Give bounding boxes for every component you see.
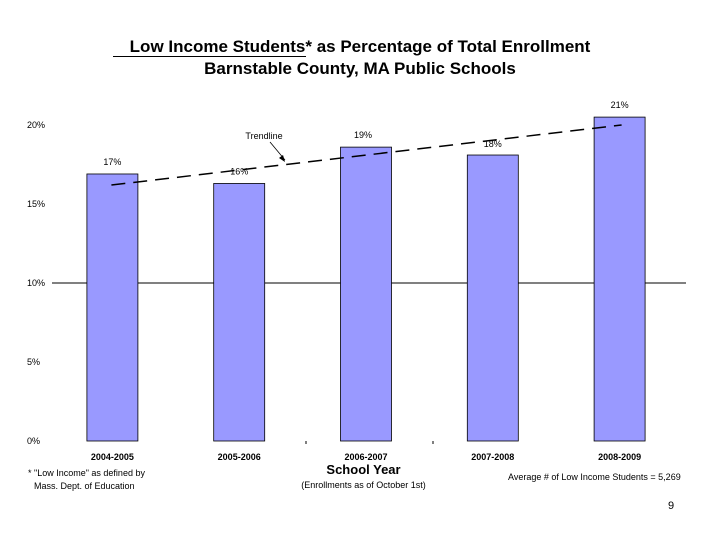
x-axis-title: School Year	[326, 462, 401, 477]
average-note: Average # of Low Income Students = 5,269	[508, 472, 681, 482]
trendline	[111, 124, 622, 186]
x-tick-label: 2005-2006	[218, 452, 261, 462]
data-label: 19%	[354, 130, 372, 140]
chart-subtitle: Barnstable County, MA Public Schools	[204, 59, 516, 78]
page-number: 9	[668, 500, 675, 512]
data-label: 17%	[103, 157, 121, 167]
x-tick-label: 2007-2008	[471, 452, 514, 462]
y-tick-label: 0%	[27, 436, 40, 446]
data-label: 16%	[230, 166, 248, 176]
footnote-line-1: * "Low Income" as defined by	[28, 468, 145, 478]
chart-title-rest: as Percentage of Total Enrollment	[311, 37, 591, 56]
data-label: 21%	[611, 100, 629, 110]
bar-2006-2007	[340, 146, 392, 442]
x-tick-label: 2008-2009	[598, 452, 641, 462]
y-tick-label: 5%	[27, 357, 40, 367]
x-tick-label: 2006-2007	[344, 452, 387, 462]
bar-2004-2005	[86, 173, 139, 442]
bar-2007-2008	[466, 154, 519, 442]
footnote-line-2: Mass. Dept. of Education	[34, 481, 135, 491]
bar-2005-2006	[213, 183, 266, 442]
chart-title: Low Income Students* as Percentage of To…	[0, 36, 720, 58]
y-tick-label: 20%	[27, 120, 45, 130]
x-axis-subtitle: (Enrollments as of October 1st)	[301, 480, 426, 490]
x-tick-label: 2004-2005	[91, 452, 134, 462]
title-underline	[113, 56, 306, 57]
trendline-arrowhead	[279, 155, 285, 162]
trendline-label: Trendline	[245, 131, 282, 141]
data-label: 18%	[484, 139, 502, 149]
bar-2008-2009	[593, 116, 646, 442]
y-tick-label: 15%	[27, 199, 45, 209]
y-tick-label: 10%	[27, 278, 45, 288]
chart-title-underlined-part: Low Income Students*	[129, 37, 312, 56]
